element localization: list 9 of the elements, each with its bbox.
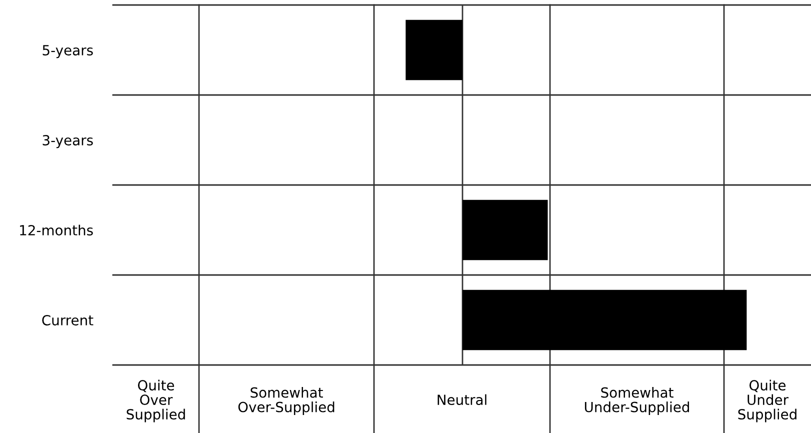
- y-tick-label: 5-years: [42, 45, 93, 58]
- y-tick-label: 12-months: [20, 224, 93, 236]
- annotation: Somewhat Under-Supplied: [584, 387, 689, 415]
- y-tick-label: 3-years: [42, 134, 93, 148]
- annotation: Neutral: [438, 394, 486, 406]
- annotation: Quite Under Supplied: [738, 380, 796, 422]
- y-tick-label: Current: [42, 314, 94, 326]
- text: Quite Over Supplied: [126, 380, 185, 422]
- text: Somewhat Over-Supplied: [238, 387, 334, 415]
